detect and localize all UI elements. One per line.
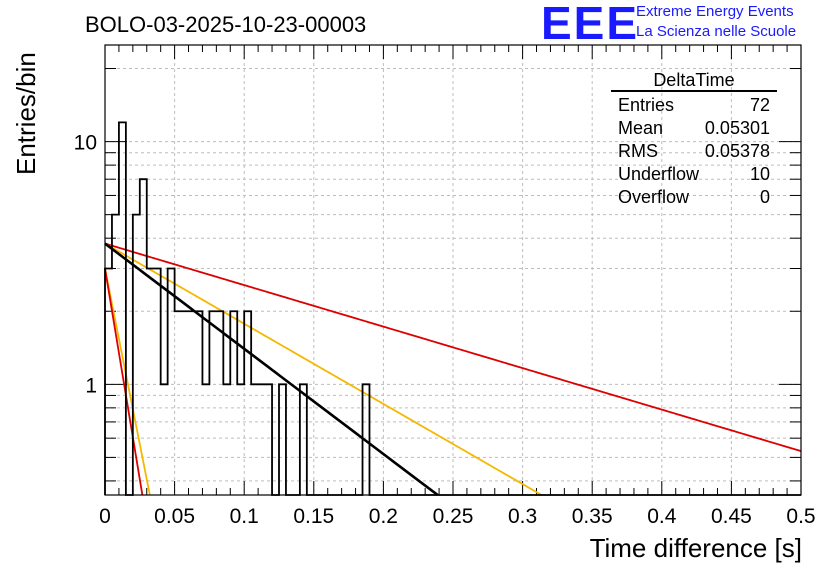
axis-tick-labels: 0 0.05 0.1 0.15 0.2 0.25 0.3 0.35 0.4 0.45 0.5 1 10 — [74, 132, 816, 528]
x-axis-label: Time difference [s] — [589, 533, 802, 563]
y-axis-label: Entries/bin — [11, 52, 41, 175]
eee-logo: EEE Extreme Energy Events La Scienza nel… — [541, 0, 831, 49]
stats-value: 72 — [749, 95, 770, 115]
stats-value: 0.05378 — [704, 141, 770, 161]
fit-red-steep — [104, 268, 144, 496]
stats-label: Mean — [618, 118, 664, 138]
stats-row-underflow: Underflow 10 — [611, 163, 777, 186]
x-tick-label: 0.2 — [369, 505, 398, 528]
stats-row-mean: Mean 0.05301 — [611, 117, 777, 140]
x-tick-label: 0.35 — [572, 505, 613, 528]
grid-lines — [105, 45, 801, 495]
x-tick-label: 0.45 — [711, 505, 752, 528]
stats-value: 10 — [749, 164, 770, 184]
x-tick-label: 0.1 — [230, 505, 259, 528]
stats-label: Entries — [618, 95, 675, 115]
stats-box: DeltaTime Entries 72 Mean 0.05301 RMS 0.… — [611, 70, 777, 209]
x-tick-label: 0.4 — [647, 505, 677, 528]
stats-value: 0 — [759, 187, 770, 207]
stats-label: Underflow — [618, 164, 700, 184]
plot-frame — [104, 44, 802, 496]
y-tick-label: 1 — [85, 374, 97, 397]
fit-red-slow — [104, 242, 802, 452]
stats-row-rms: RMS 0.05378 — [611, 140, 777, 163]
stats-label: Overflow — [618, 187, 690, 207]
stats-title: DeltaTime — [611, 70, 777, 92]
stats-row-entries: Entries 72 — [611, 94, 777, 117]
logo-mark: EEE — [541, 0, 640, 49]
fit-yellow — [104, 242, 542, 496]
x-tick-label: 0 — [99, 505, 111, 528]
logo-line-2: La Scienza nelle Scuole — [636, 23, 797, 40]
fit-yellow-steep — [104, 268, 151, 496]
x-tick-label: 0.05 — [154, 505, 195, 528]
x-tick-label: 0.3 — [508, 505, 537, 528]
x-tick-label: 0.15 — [293, 505, 334, 528]
stats-row-overflow: Overflow 0 — [611, 186, 777, 209]
stats-label: RMS — [618, 141, 658, 161]
y-tick-label: 10 — [74, 132, 97, 155]
x-tick-label: 0.5 — [786, 505, 815, 528]
chart-title: BOLO-03-2025-10-23-00003 — [85, 12, 367, 37]
logo-line-1: Extreme Energy Events — [636, 3, 794, 20]
x-tick-label: 0.25 — [433, 505, 474, 528]
stats-value: 0.05301 — [704, 118, 770, 138]
